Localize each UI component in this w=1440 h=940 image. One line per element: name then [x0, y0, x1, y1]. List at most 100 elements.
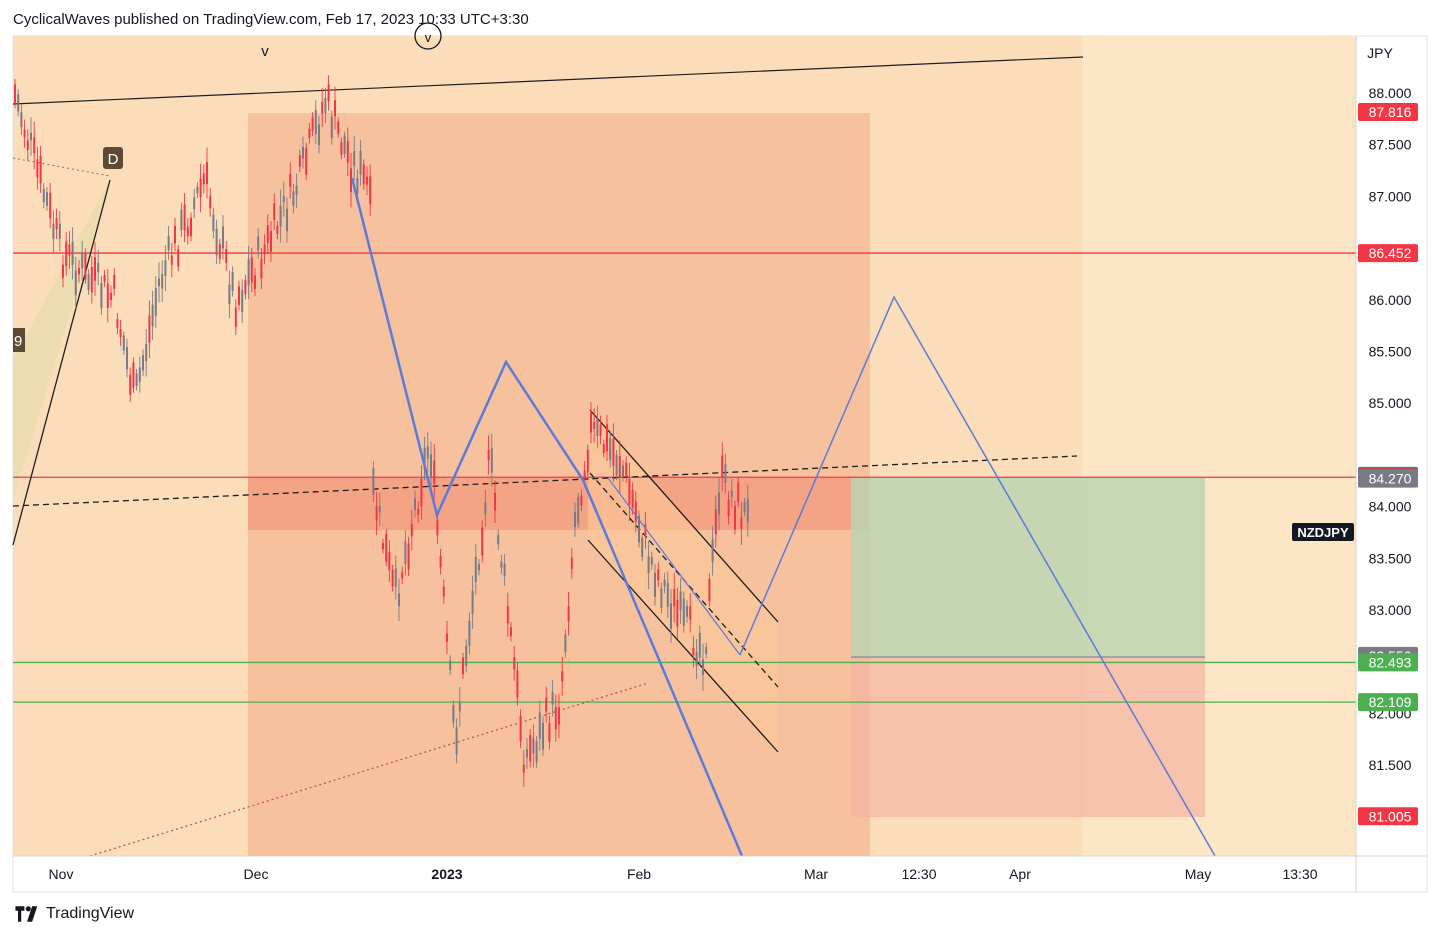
candle-body	[724, 464, 727, 483]
candle-body	[68, 244, 71, 256]
candle-body	[254, 275, 256, 289]
candle-body	[580, 495, 583, 506]
price-tick-4: 84.000	[1369, 499, 1412, 515]
time-tick-7: May	[1185, 866, 1211, 882]
candle-body	[286, 208, 288, 232]
candle-body	[618, 456, 621, 478]
candle-body	[295, 186, 298, 196]
candle-body	[660, 588, 663, 608]
candle-body	[423, 447, 426, 470]
candle-body	[122, 335, 125, 351]
candle-body	[266, 225, 269, 243]
candle-body	[321, 101, 324, 114]
candle-body	[394, 568, 397, 587]
price-label-4: 84.270	[1369, 471, 1412, 487]
price-label-bg-6	[1358, 653, 1418, 672]
candle-body	[484, 502, 487, 515]
price-label-6: 82.493	[1369, 654, 1412, 670]
candle-body	[433, 460, 436, 484]
candle-body	[225, 248, 228, 263]
candle-body	[673, 589, 676, 607]
candle-body	[657, 569, 660, 581]
candle-body	[135, 373, 138, 387]
candle-body	[596, 418, 599, 437]
candle-body	[654, 572, 656, 597]
time-tick-5: 12:30	[901, 866, 936, 882]
candle-body	[455, 727, 458, 755]
candle-body	[103, 275, 106, 282]
candle-body	[452, 705, 455, 723]
wave-label-d-bg	[103, 147, 123, 169]
candle-body	[314, 109, 317, 134]
candle-body	[388, 551, 391, 571]
candle-body	[490, 447, 493, 473]
candle-body	[180, 209, 183, 231]
candle-body	[631, 489, 634, 508]
candle-body	[689, 605, 692, 620]
candle-body	[583, 470, 586, 478]
candle-body	[369, 176, 372, 204]
candle-body	[71, 241, 74, 265]
candle-body	[273, 203, 276, 220]
candle-body	[234, 307, 237, 327]
candle-body	[260, 258, 263, 279]
candle-body	[558, 707, 560, 725]
candle-body	[279, 205, 282, 227]
candle-body	[647, 556, 650, 574]
candle-body	[474, 556, 477, 583]
time-tick-2: 2023	[431, 866, 462, 882]
candle-body	[218, 243, 221, 259]
candle-body	[567, 606, 570, 622]
candle-body	[20, 112, 23, 128]
candle-body	[174, 225, 176, 244]
price-label-bg-7	[1358, 693, 1418, 712]
candle-body	[519, 715, 522, 742]
candle-body	[606, 424, 608, 452]
candle-body	[682, 598, 685, 626]
candle-body	[586, 449, 589, 473]
candle-body	[164, 260, 167, 276]
resistance-zone	[248, 478, 870, 530]
candle-body	[231, 272, 234, 291]
candle-body	[522, 764, 525, 773]
candle-body	[324, 97, 327, 114]
candle-body	[436, 519, 439, 536]
time-tick-6: Apr	[1009, 866, 1031, 882]
candle-body	[670, 603, 672, 629]
pattern-dotted-line	[12, 157, 111, 177]
candle-body	[730, 490, 733, 497]
position-profit-zone	[851, 478, 1205, 657]
candle-body	[506, 606, 509, 624]
candle-body	[609, 438, 612, 461]
wave-label-circle	[414, 22, 442, 50]
candle-body	[46, 192, 48, 206]
candle-body	[535, 741, 538, 763]
candle-body	[196, 186, 199, 194]
candle-body	[487, 449, 490, 461]
candle-body	[404, 541, 407, 565]
price-chart[interactable]: D9vvJPY81.50082.00083.00083.50084.00085.…	[0, 0, 1440, 900]
candle-body	[740, 517, 743, 530]
publish-info: CyclicalWaves published on TradingView.c…	[13, 11, 529, 28]
candle-body	[100, 282, 103, 309]
candle-body	[78, 267, 80, 275]
candle-body	[209, 196, 212, 209]
time-tick-4: Mar	[804, 866, 828, 882]
candle-body	[167, 235, 170, 251]
candle-body	[481, 527, 484, 556]
wave-projection-channel	[607, 477, 741, 656]
candle-body	[382, 543, 384, 550]
wave-label-v-circled: v	[425, 30, 432, 45]
candle-body	[599, 424, 602, 436]
candle-body	[270, 231, 272, 252]
candle-body	[708, 578, 711, 602]
candle-body	[97, 262, 100, 273]
candle-body	[564, 634, 567, 653]
candle-body	[721, 455, 724, 478]
candle-body	[516, 670, 519, 698]
candle-body	[702, 659, 704, 675]
candle-body	[129, 374, 132, 395]
candle-body	[430, 454, 432, 477]
candle-body	[350, 168, 352, 192]
candle-body	[644, 524, 647, 537]
